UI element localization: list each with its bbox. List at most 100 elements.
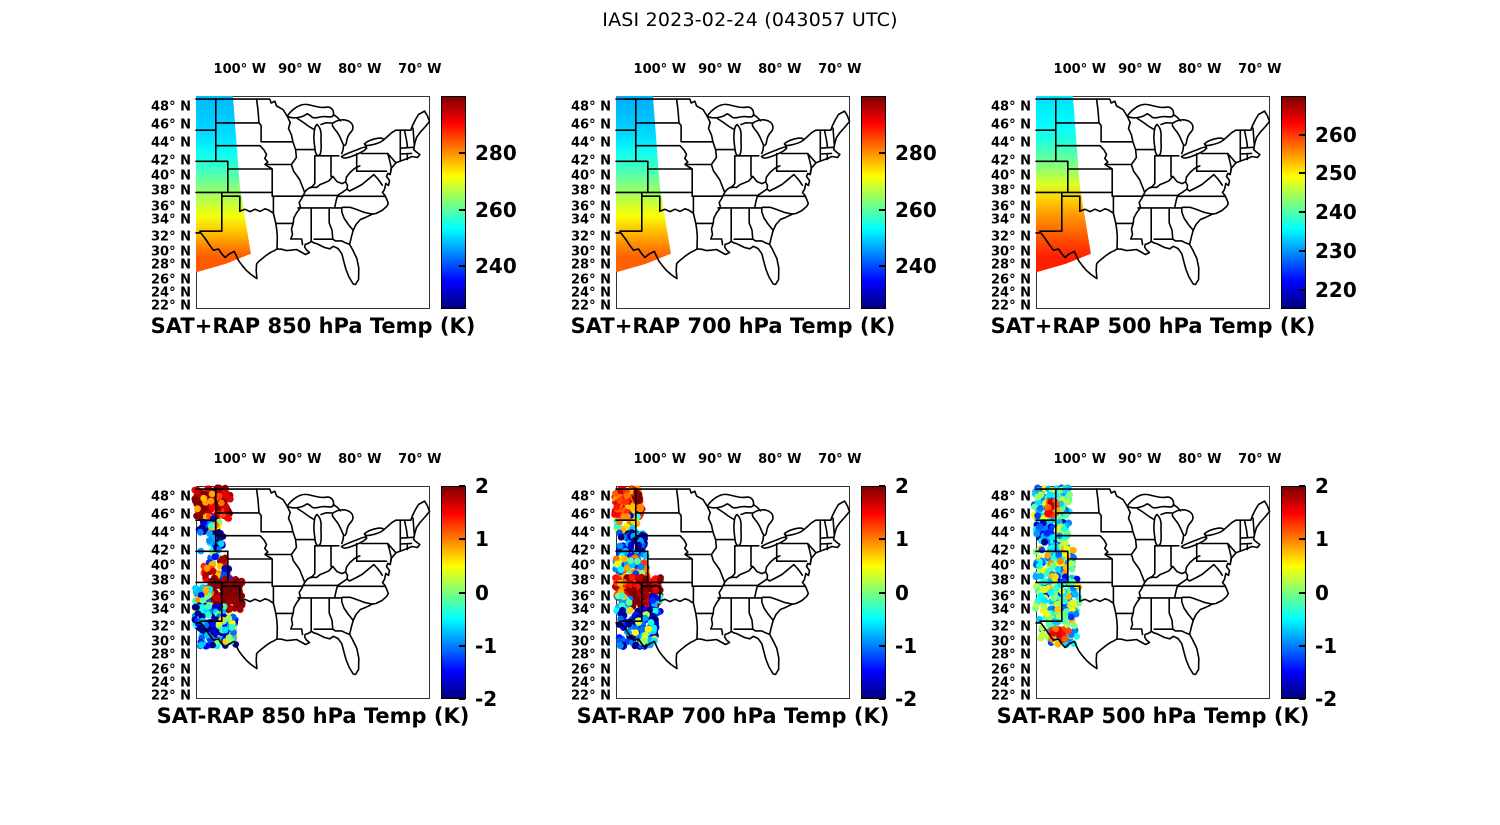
lat-tick-label: 48° N <box>571 99 611 115</box>
lon-tick-label: 80° W <box>758 62 802 77</box>
data-point <box>1034 512 1041 520</box>
lat-tick-label: 30° N <box>991 634 1031 650</box>
colorbar <box>441 96 466 309</box>
lat-tick-label: 44° N <box>991 135 1031 151</box>
coastline-borders <box>195 488 431 676</box>
panel-title: SAT+RAP 500 hPa Temp (K) <box>990 314 1316 338</box>
lon-tick-label: 70° W <box>818 452 862 467</box>
lat-tick-label: 42° N <box>571 153 611 169</box>
colorbar-tick <box>459 538 465 541</box>
data-point <box>194 488 201 496</box>
data-point <box>210 621 218 629</box>
data-point <box>616 542 624 550</box>
colorbar-tick-label: 240 <box>475 254 517 279</box>
coastline-borders <box>1035 488 1271 676</box>
colorbar-tick-label: -2 <box>1315 687 1338 711</box>
data-point <box>1061 597 1068 605</box>
data-point <box>1043 610 1051 618</box>
data-point <box>623 492 631 500</box>
colorbar-tick-label: 2 <box>475 474 489 498</box>
lat-tick-label: 24° N <box>571 285 611 301</box>
data-point <box>221 588 229 595</box>
lat-tick-label: 46° N <box>571 507 611 523</box>
lat-tick-label: 26° N <box>571 662 611 678</box>
data-point <box>221 626 229 634</box>
data-point <box>1063 545 1070 552</box>
us-map <box>195 96 431 309</box>
lat-tick-label: 32° N <box>571 229 611 245</box>
lat-tick-label: 32° N <box>571 619 611 635</box>
colorbar-tick-label: -2 <box>895 687 918 711</box>
data-point <box>1070 622 1078 630</box>
lat-tick-label: 30° N <box>991 244 1031 260</box>
colorbar-tick <box>879 265 885 268</box>
data-point <box>638 626 646 633</box>
lat-tick-label: 32° N <box>991 229 1031 245</box>
data-point <box>632 629 639 636</box>
colorbar-tick <box>1299 698 1305 700</box>
colorbar-tick-label: 2 <box>895 474 909 498</box>
lon-tick-label: 100° W <box>1053 62 1107 77</box>
lat-tick-label: 24° N <box>571 675 611 691</box>
lat-tick-label: 36° N <box>571 589 611 605</box>
data-point <box>225 634 233 642</box>
data-point <box>614 560 621 568</box>
lat-tick-label: 38° N <box>991 573 1031 589</box>
lat-tick-label: 46° N <box>991 507 1031 523</box>
lat-tick-label: 42° N <box>991 543 1031 559</box>
data-point <box>626 606 634 614</box>
lon-tick-label: 90° W <box>1118 62 1162 77</box>
data-point <box>222 504 230 512</box>
lat-tick-label: 24° N <box>151 285 191 301</box>
colorbar-tick <box>879 208 885 211</box>
data-point <box>637 505 644 513</box>
lat-tick-label: 40° N <box>151 558 191 574</box>
data-point <box>228 624 236 631</box>
data-point <box>231 596 239 604</box>
data-point <box>1055 550 1063 558</box>
data-point <box>1039 630 1047 638</box>
colorbar-tick-label: 260 <box>475 197 517 222</box>
data-point <box>612 490 619 497</box>
colorbar-tick-label: 1 <box>1315 527 1329 552</box>
lat-tick-label: 30° N <box>151 634 191 650</box>
data-point <box>1034 597 1042 605</box>
colorbar-tick <box>1299 538 1305 541</box>
lon-tick-label: 80° W <box>1178 62 1222 77</box>
data-point <box>1047 589 1055 596</box>
data-point <box>1073 632 1080 640</box>
data-point <box>635 541 642 549</box>
data-point <box>217 540 225 548</box>
lat-tick-label: 26° N <box>151 662 191 678</box>
map-area <box>1035 96 1271 309</box>
data-point <box>202 572 209 579</box>
data-point <box>206 530 213 537</box>
colorbar-tick <box>459 591 465 594</box>
lon-tick-label: 90° W <box>698 452 742 467</box>
lon-tick-label: 100° W <box>633 62 687 77</box>
colorbar-tick <box>879 644 885 647</box>
colorbar-tick-label: 240 <box>1315 200 1357 225</box>
lat-tick-label: 46° N <box>151 507 191 523</box>
panel-title: SAT-RAP 850 hPa Temp (K) <box>156 704 470 728</box>
lon-tick-label: 80° W <box>758 452 802 467</box>
lat-tick-label: 26° N <box>991 272 1031 288</box>
data-point <box>1054 565 1062 573</box>
figure-title: IASI 2023-02-24 (043057 UTC) <box>602 9 898 31</box>
lat-tick-label: 44° N <box>151 135 191 151</box>
data-point <box>635 497 643 505</box>
data-point <box>644 625 652 633</box>
data-point <box>215 492 223 500</box>
data-point <box>633 558 641 565</box>
lon-tick-label: 70° W <box>818 62 862 77</box>
lon-tick-label: 100° W <box>213 62 267 77</box>
lat-tick-label: 34° N <box>991 602 1031 618</box>
data-point <box>203 564 211 572</box>
data-point <box>225 615 233 622</box>
data-point <box>641 614 649 622</box>
data-point <box>1037 504 1044 512</box>
data-point <box>645 584 653 591</box>
colorbar-tick-label: 280 <box>895 140 937 165</box>
data-point <box>1036 523 1044 530</box>
lat-tick-label: 34° N <box>151 212 191 228</box>
